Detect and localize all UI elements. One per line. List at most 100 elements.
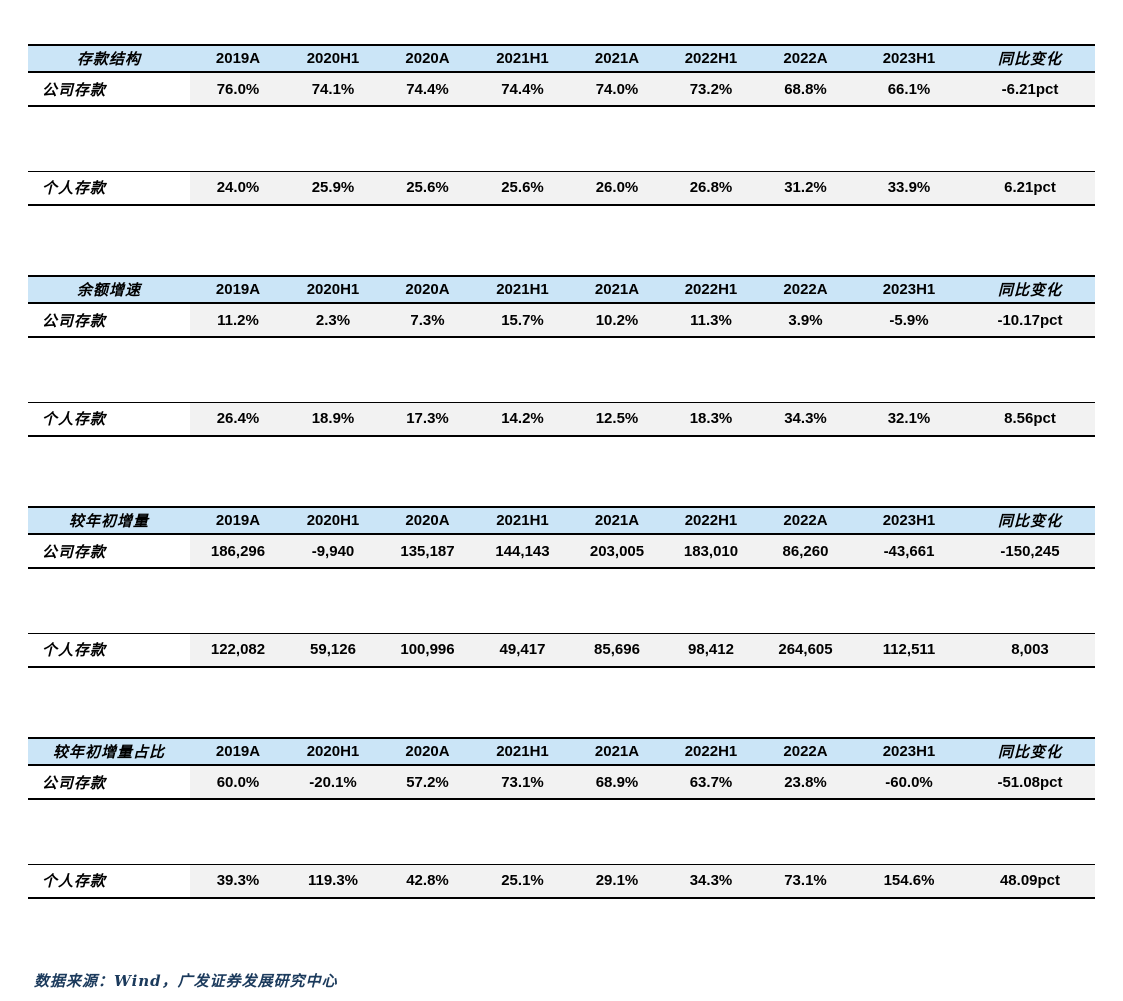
table-cell: 86,260	[758, 534, 853, 569]
spacer-row	[28, 106, 1095, 171]
table-cell: 135,187	[380, 534, 475, 569]
table-cell: 74.0%	[570, 72, 664, 107]
table-cell: -9,940	[286, 534, 380, 569]
table-cell: 183,010	[664, 534, 758, 569]
row-label: 个人存款	[28, 632, 190, 668]
table-cell: 85,696	[570, 632, 664, 668]
data-source-note: 数据来源：Wind，广发证券发展研究中心	[34, 972, 338, 990]
table-row: 个人存款 122,082 59,126 100,996 49,417 85,696 98,4…	[28, 632, 1095, 668]
column-header: 2019A	[190, 737, 286, 766]
table-title: 较年初增量占比	[28, 737, 190, 766]
column-header: 2022A	[758, 737, 853, 766]
table-row: 个人存款 24.0% 25.9% 25.6% 25.6% 26.0% 26.8% 31.2% 3…	[28, 170, 1095, 206]
table-cell: 74.4%	[475, 72, 570, 107]
table-cell: 26.0%	[570, 170, 664, 206]
column-header: 2020A	[380, 506, 475, 535]
column-header: 2020A	[380, 737, 475, 766]
table-cell: -20.1%	[286, 765, 380, 800]
table-cell: 25.1%	[475, 863, 570, 899]
table-cell: 18.9%	[286, 401, 380, 437]
column-header: 2023H1	[853, 275, 965, 304]
table-cell: 3.9%	[758, 303, 853, 338]
row-label: 个人存款	[28, 170, 190, 206]
table-cell: 34.3%	[758, 401, 853, 437]
column-header: 2022H1	[664, 44, 758, 73]
table-row: 个人存款 39.3% 119.3% 42.8% 25.1% 29.1% 34.3% 73.1%…	[28, 863, 1095, 899]
table-cell: 7.3%	[380, 303, 475, 338]
table-cell: 73.1%	[758, 863, 853, 899]
column-header: 同比变化	[965, 44, 1095, 73]
data-table-4: 较年初增量占比 2019A 2020H1 2020A 2021H1 2021A 2022H1…	[28, 737, 1095, 899]
table-cell: 29.1%	[570, 863, 664, 899]
table-cell: 68.8%	[758, 72, 853, 107]
table-cell: 119.3%	[286, 863, 380, 899]
table-cell: 26.8%	[664, 170, 758, 206]
column-header: 2019A	[190, 44, 286, 73]
table-cell: 18.3%	[664, 401, 758, 437]
table-row: 公司存款 76.0% 74.1% 74.4% 74.4% 74.0% 73.2% 68.8% 6…	[28, 72, 1095, 107]
table-cell: 34.3%	[664, 863, 758, 899]
table-cell: -43,661	[853, 534, 965, 569]
table-cell: 48.09pct	[965, 863, 1095, 899]
table-cell: 122,082	[190, 632, 286, 668]
column-header: 2021H1	[475, 506, 570, 535]
table-cell: 100,996	[380, 632, 475, 668]
table-cell: 63.7%	[664, 765, 758, 800]
table-cell: 10.2%	[570, 303, 664, 338]
spacer-row	[28, 568, 1095, 633]
column-header: 2020H1	[286, 44, 380, 73]
data-table-1: 存款结构 2019A 2020H1 2020A 2021H1 2021A 2022H1 202…	[28, 44, 1095, 206]
table-cell: 14.2%	[475, 401, 570, 437]
table-cell: 264,605	[758, 632, 853, 668]
table-cell: 74.4%	[380, 72, 475, 107]
row-label: 公司存款	[28, 72, 190, 107]
row-label: 公司存款	[28, 765, 190, 800]
table-cell: 144,143	[475, 534, 570, 569]
spacer-row	[28, 799, 1095, 864]
column-header: 2023H1	[853, 737, 965, 766]
table-cell: 154.6%	[853, 863, 965, 899]
column-header: 2020H1	[286, 506, 380, 535]
column-header: 2021H1	[475, 44, 570, 73]
data-table-2: 余额增速 2019A 2020H1 2020A 2021H1 2021A 2022H1 202…	[28, 275, 1095, 437]
table-row: 个人存款 26.4% 18.9% 17.3% 14.2% 12.5% 18.3% 34.3% 3…	[28, 401, 1095, 437]
column-header: 2021H1	[475, 275, 570, 304]
table-cell: 112,511	[853, 632, 965, 668]
column-header: 2022H1	[664, 506, 758, 535]
table-cell: 12.5%	[570, 401, 664, 437]
spacer-row	[28, 337, 1095, 402]
table-cell: 33.9%	[853, 170, 965, 206]
table-cell: 6.21pct	[965, 170, 1095, 206]
data-table-3: 较年初增量 2019A 2020H1 2020A 2021H1 2021A 2022H1 20…	[28, 506, 1095, 668]
table-cell: 73.1%	[475, 765, 570, 800]
table-cell: 24.0%	[190, 170, 286, 206]
table-cell: -60.0%	[853, 765, 965, 800]
table-cell: 8,003	[965, 632, 1095, 668]
table-cell: 186,296	[190, 534, 286, 569]
table-cell: 42.8%	[380, 863, 475, 899]
column-header: 2020H1	[286, 275, 380, 304]
column-header: 2020H1	[286, 737, 380, 766]
table-cell: 66.1%	[853, 72, 965, 107]
table-cell: 8.56pct	[965, 401, 1095, 437]
table-header-row: 较年初增量占比 2019A 2020H1 2020A 2021H1 2021A 2022H1…	[28, 737, 1095, 766]
table-cell: -150,245	[965, 534, 1095, 569]
column-header: 2020A	[380, 275, 475, 304]
table-cell: 26.4%	[190, 401, 286, 437]
table-cell: 11.2%	[190, 303, 286, 338]
table-cell: 25.6%	[380, 170, 475, 206]
table-cell: 39.3%	[190, 863, 286, 899]
table-cell: 60.0%	[190, 765, 286, 800]
column-header: 2019A	[190, 506, 286, 535]
column-header: 同比变化	[965, 737, 1095, 766]
table-cell: 11.3%	[664, 303, 758, 338]
table-cell: 15.7%	[475, 303, 570, 338]
table-cell: 68.9%	[570, 765, 664, 800]
table-cell: 59,126	[286, 632, 380, 668]
row-label: 个人存款	[28, 401, 190, 437]
table-cell: 74.1%	[286, 72, 380, 107]
table-cell: 57.2%	[380, 765, 475, 800]
table-title: 较年初增量	[28, 506, 190, 535]
column-header: 2021A	[570, 737, 664, 766]
table-header-row: 较年初增量 2019A 2020H1 2020A 2021H1 2021A 2022H1 20…	[28, 506, 1095, 535]
